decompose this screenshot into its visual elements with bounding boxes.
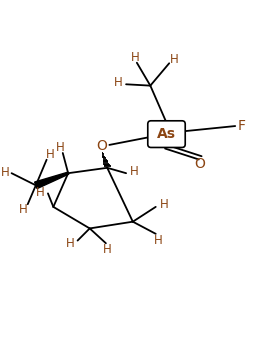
Text: O: O xyxy=(195,157,206,171)
FancyBboxPatch shape xyxy=(148,121,185,147)
Text: H: H xyxy=(35,186,44,198)
Text: O: O xyxy=(96,139,107,153)
Text: H: H xyxy=(170,53,179,66)
Text: H: H xyxy=(130,165,138,178)
Text: H: H xyxy=(19,203,28,216)
Text: H: H xyxy=(103,243,112,256)
Text: H: H xyxy=(131,51,140,64)
Text: H: H xyxy=(56,140,65,153)
Text: H: H xyxy=(66,237,75,250)
Text: H: H xyxy=(1,166,10,179)
Text: F: F xyxy=(238,119,246,133)
Text: H: H xyxy=(154,234,163,247)
Text: H: H xyxy=(46,148,55,161)
Text: As: As xyxy=(157,127,176,141)
Polygon shape xyxy=(35,172,68,189)
Text: H: H xyxy=(160,198,169,211)
Text: H: H xyxy=(114,76,122,89)
